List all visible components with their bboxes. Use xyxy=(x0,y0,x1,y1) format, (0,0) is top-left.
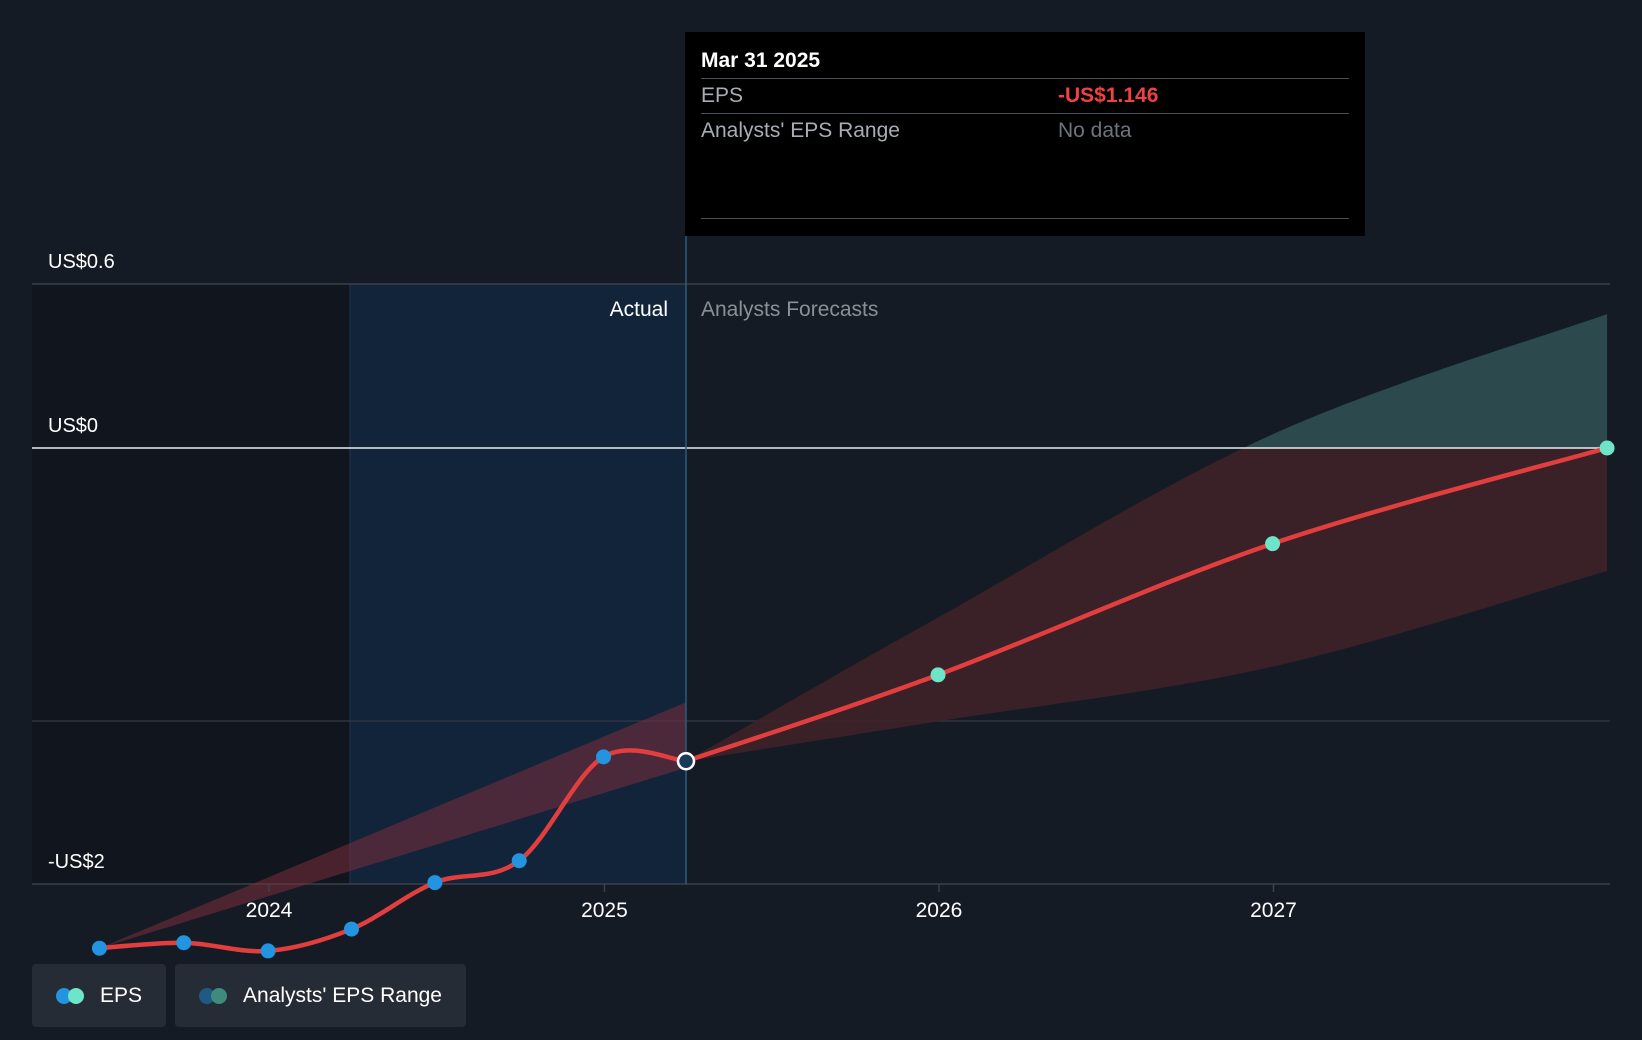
eps-legend-icon xyxy=(56,987,86,1005)
tooltip-range-label: Analysts' EPS Range xyxy=(701,119,900,142)
eps-point-actual-1 xyxy=(176,935,192,951)
x-tick-label: 2024 xyxy=(246,899,293,922)
eps-points xyxy=(91,440,1615,959)
y-tick-label: US$0.6 xyxy=(48,251,115,273)
eps-point-forecast-2 xyxy=(1599,440,1615,456)
x-tick-label: 2027 xyxy=(1250,899,1297,922)
tooltip-date: Mar 31 2025 xyxy=(701,44,1349,79)
eps-point-actual-2 xyxy=(260,943,276,959)
y-tick-label: -US$2 xyxy=(48,851,105,873)
tooltip-eps-row: EPS -US$1.146 xyxy=(701,79,1349,114)
legend-eps-label: EPS xyxy=(100,983,143,1007)
eps-forecast-line xyxy=(683,445,1610,764)
x-tick-label: 2025 xyxy=(581,899,628,922)
eps-point-actual-5 xyxy=(511,853,527,869)
forecast-range-area-positive xyxy=(1243,314,1608,448)
tooltip-eps-value: -US$1.146 xyxy=(1058,84,1159,107)
legend-item-range[interactable]: Analysts' EPS Range xyxy=(175,964,466,1027)
forecast-label: Analysts Forecasts xyxy=(701,298,878,321)
eps-actual-line xyxy=(97,748,689,954)
legend-item-eps[interactable]: EPS xyxy=(32,964,167,1027)
tooltip: Mar 31 2025 EPS -US$1.146 Analysts' EPS … xyxy=(685,32,1365,236)
eps-point-actual-0 xyxy=(91,940,107,956)
eps-point-actual-3 xyxy=(343,921,359,937)
tooltip-range-row: Analysts' EPS Range No data xyxy=(701,114,1349,148)
legend: EPS Analysts' EPS Range xyxy=(32,964,466,1027)
eps-point-forecast-0 xyxy=(930,667,946,683)
past-shade xyxy=(32,284,350,884)
y-tick-label: US$0 xyxy=(48,415,98,437)
eps-legend-dot-forecast xyxy=(68,987,84,1004)
eps-point-forecast-1 xyxy=(1265,536,1281,552)
legend-range-label: Analysts' EPS Range xyxy=(243,983,442,1007)
actual-label: Actual xyxy=(610,298,668,321)
range-legend-icon xyxy=(199,987,229,1005)
eps-lines xyxy=(97,445,1610,954)
x-axis-labels: 2024 2025 2026 2027 xyxy=(246,884,1297,922)
tooltip-eps-label: EPS xyxy=(701,84,744,107)
tooltip-divider xyxy=(701,218,1349,219)
actual-range-area xyxy=(99,702,687,949)
eps-point-actual-6 xyxy=(596,749,612,765)
eps-point-highlighted xyxy=(676,751,696,771)
y-axis-labels: US$0.6 US$0 -US$2 xyxy=(48,251,115,873)
x-tick-label: 2026 xyxy=(916,899,963,922)
tooltip-range-value: No data xyxy=(1058,119,1132,142)
eps-point-actual-4 xyxy=(427,875,443,891)
range-legend-dot-2 xyxy=(211,987,228,1004)
